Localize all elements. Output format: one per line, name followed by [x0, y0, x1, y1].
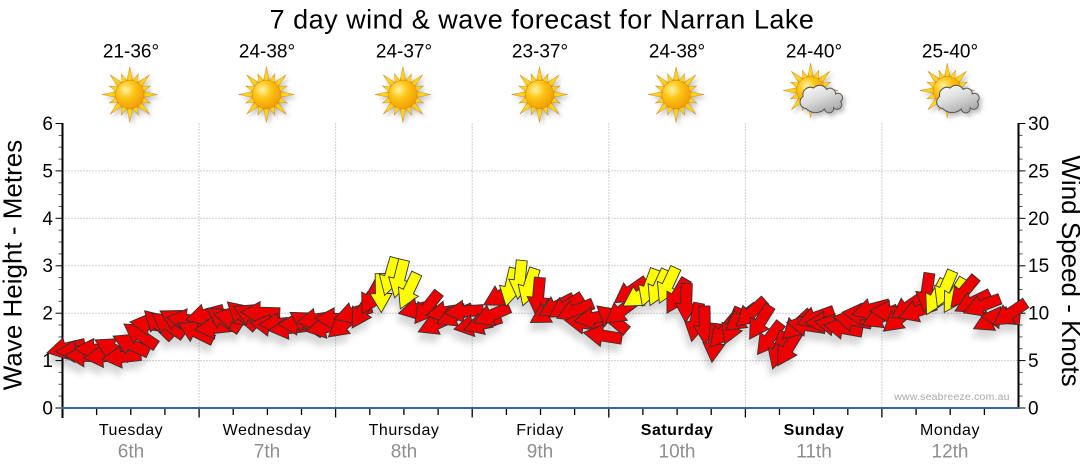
svg-text:0: 0 — [1028, 399, 1039, 420]
svg-text:Friday: Friday — [516, 422, 563, 439]
svg-text:7 day wind & wave forecast for: 7 day wind & wave forecast for Narran La… — [270, 5, 815, 35]
svg-text:Saturday: Saturday — [641, 422, 713, 439]
svg-text:25: 25 — [1028, 161, 1049, 182]
svg-text:Tuesday: Tuesday — [99, 422, 163, 439]
svg-text:1: 1 — [42, 351, 53, 372]
svg-text:20: 20 — [1028, 209, 1049, 230]
svg-text:Wednesday: Wednesday — [223, 422, 312, 439]
svg-text:5: 5 — [1028, 351, 1039, 372]
svg-text:7th: 7th — [254, 442, 280, 463]
svg-text:2: 2 — [42, 304, 53, 325]
svg-text:24-38°: 24-38° — [239, 42, 295, 63]
svg-text:12th: 12th — [932, 442, 969, 463]
svg-text:Monday: Monday — [920, 422, 980, 439]
svg-text:15: 15 — [1028, 256, 1049, 277]
svg-text:11th: 11th — [796, 442, 832, 463]
svg-text:4: 4 — [42, 209, 53, 230]
svg-text:10th: 10th — [659, 442, 696, 463]
svg-text:Sunday: Sunday — [784, 422, 845, 439]
svg-text:24-40°: 24-40° — [786, 42, 842, 63]
svg-text:5: 5 — [42, 161, 53, 182]
svg-text:3: 3 — [42, 256, 53, 277]
svg-text:Wind Speed - Knots: Wind Speed - Knots — [1056, 155, 1080, 386]
svg-text:25-40°: 25-40° — [922, 42, 978, 63]
svg-text:Thursday: Thursday — [369, 422, 440, 439]
svg-text:www.seabreeze.com.au: www.seabreeze.com.au — [893, 391, 1009, 403]
svg-text:24-38°: 24-38° — [649, 42, 705, 63]
svg-text:8th: 8th — [391, 442, 417, 463]
svg-text:9th: 9th — [527, 442, 553, 463]
svg-text:6th: 6th — [118, 442, 144, 463]
svg-text:30: 30 — [1028, 114, 1049, 135]
svg-text:Wave Height - Metres: Wave Height - Metres — [0, 140, 28, 390]
svg-text:23-37°: 23-37° — [512, 42, 568, 63]
svg-text:6: 6 — [42, 114, 53, 135]
svg-text:0: 0 — [42, 399, 53, 420]
svg-text:10: 10 — [1028, 304, 1049, 325]
svg-text:24-37°: 24-37° — [376, 42, 432, 63]
svg-text:21-36°: 21-36° — [103, 42, 159, 63]
